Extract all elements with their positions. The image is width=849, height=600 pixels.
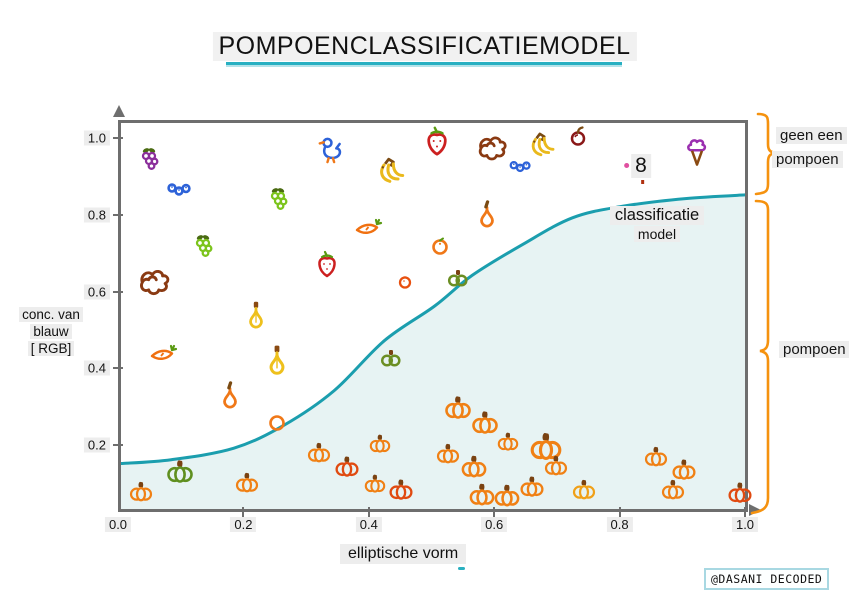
x-tick-mark xyxy=(242,507,245,517)
scatter-item-strawberry xyxy=(312,249,342,279)
class-label-not-pumpkin-line2: pompoen xyxy=(772,151,843,168)
y-tick-label: 0.4 xyxy=(83,360,110,376)
scatter-item-ring-orange xyxy=(262,408,292,438)
scatter-item-pumpkin xyxy=(435,441,461,467)
scatter-item-pumpkin-red xyxy=(387,477,414,504)
scatter-item-strawberry xyxy=(421,125,454,158)
x-axis-label: elliptische vorm xyxy=(340,544,467,564)
y-axis-arrow-icon xyxy=(113,105,125,117)
eight-text: 8 xyxy=(624,154,651,185)
x-tick-label: 0.8 xyxy=(606,517,633,532)
scatter-item-blueberries xyxy=(508,154,535,181)
watermark: @DASANI DECODED xyxy=(704,568,830,590)
scatter-item-pumpkin xyxy=(468,481,497,510)
scatter-item-pumpkin xyxy=(443,393,473,423)
scatter-item-apple-dark xyxy=(563,121,593,151)
y-tick-mark xyxy=(113,367,123,370)
scatter-item-pumpkin-green xyxy=(165,457,195,487)
curve-label-line2: model xyxy=(633,226,681,242)
scatter-item-pumpkin xyxy=(306,440,332,466)
y-tick-mark xyxy=(113,213,123,216)
bracket-pumpkin xyxy=(750,199,770,515)
scatter-item-pumpkin xyxy=(368,432,392,456)
y-tick-label: 0.6 xyxy=(83,284,110,300)
scatter-item-pumpkin xyxy=(470,408,500,438)
scatter-item-grapes-green xyxy=(265,183,295,213)
scatter-item-pumpkin xyxy=(496,430,520,454)
scatter-item-pumpkin xyxy=(671,457,698,484)
plot-area: 8 xyxy=(118,120,752,512)
scatter-item-blueberries xyxy=(165,175,195,205)
scatter-item-pear-orange xyxy=(214,378,247,411)
y-axis-label-line3: [ RGB] xyxy=(27,341,75,356)
y-tick-label: 1.0 xyxy=(83,130,110,146)
x-axis-label-underline-mark xyxy=(458,567,465,570)
x-tick-mark xyxy=(744,507,746,517)
scatter-item-pumpkin-red xyxy=(333,454,360,481)
scatter-item-icecream xyxy=(680,136,713,169)
curve-label-line1: classificatie xyxy=(609,206,705,225)
scatter-item-carrot xyxy=(353,211,383,241)
scatter-item-gourd-yellow xyxy=(239,299,272,332)
scatter-item-pumpkin-yellow xyxy=(571,477,597,503)
scatter-item-orange-fruit xyxy=(425,231,455,261)
scatter-item-pumpkin xyxy=(518,474,545,501)
x-tick-mark xyxy=(618,507,621,517)
scatter-item-pumpkin xyxy=(543,453,569,479)
scatter-item-gourd-yellow xyxy=(259,342,295,378)
scatter-item-pumpkin xyxy=(363,472,387,496)
y-tick-mark xyxy=(113,290,123,293)
scatter-item-pumpkin xyxy=(492,481,521,510)
y-tick-label: 0.8 xyxy=(83,207,110,223)
scatter-item-tomato-small xyxy=(390,266,420,296)
scatter-item-pumpkin xyxy=(128,479,154,505)
scatter-item-pumpkin xyxy=(234,470,260,496)
x-tick-mark xyxy=(367,507,370,517)
scatter-item-pumpkin xyxy=(660,477,686,503)
page-title: POMPOENCLASSIFICATIEMODEL xyxy=(212,32,637,61)
curve-label: classificatie model xyxy=(598,206,716,244)
x-tick-label: 0.2 xyxy=(230,517,257,532)
scatter-item-squash-olive xyxy=(376,342,406,372)
y-axis-label: conc. van blauw [ RGB] xyxy=(10,306,92,357)
scatter-item-pumpkin xyxy=(643,444,669,470)
y-tick-mark xyxy=(113,444,123,447)
scatter-item-pumpkin-red xyxy=(726,480,753,507)
scatter-item-squiggle xyxy=(475,129,511,165)
right-brackets xyxy=(750,112,776,515)
x-tick-label: 0.4 xyxy=(355,517,382,532)
x-tick-label: 1.0 xyxy=(731,517,759,532)
scatter-item-eight: 8 xyxy=(624,154,651,185)
pink-dot xyxy=(624,163,630,169)
scatter-item-duck xyxy=(317,133,350,166)
x-tick-label: 0.6 xyxy=(481,517,508,532)
scatter-item-squiggle xyxy=(136,262,174,300)
scatter-item-squash-olive xyxy=(443,262,473,292)
x-tick-label: 0.0 xyxy=(104,517,132,532)
y-tick-mark xyxy=(113,137,123,139)
scatter-item-carrot xyxy=(148,337,178,367)
scatter-item-grapes-purple xyxy=(136,143,166,173)
class-label-pumpkin: pompoen xyxy=(779,341,849,358)
scatter-item-banana xyxy=(525,130,558,163)
y-tick-label: 0.2 xyxy=(83,437,110,453)
scatter-item-pear-orange xyxy=(471,198,504,231)
y-axis-label-line1: conc. van xyxy=(19,307,83,322)
red-tick xyxy=(641,180,645,185)
title-underline xyxy=(226,62,622,65)
class-label-not-pumpkin-line1: geen een xyxy=(776,127,847,144)
x-tick-mark xyxy=(493,507,496,517)
y-axis-label-line2: blauw xyxy=(30,324,72,339)
scatter-item-pumpkin xyxy=(460,453,489,482)
scatter-item-grapes-green xyxy=(190,230,220,260)
scatter-item-banana xyxy=(373,155,408,190)
